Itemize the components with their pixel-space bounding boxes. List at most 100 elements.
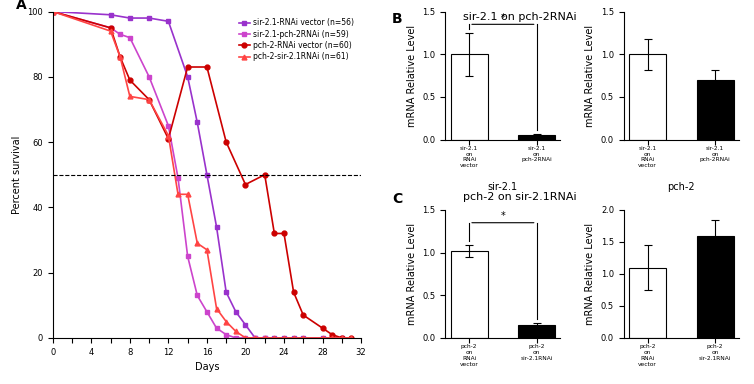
pch-2-sir-2.1RNAi (n=61) bbox=[222, 319, 231, 324]
X-axis label: Days: Days bbox=[195, 362, 219, 372]
pch-2-RNAi vector (n=60) bbox=[202, 65, 211, 69]
pch-2-sir-2.1RNAi (n=61) bbox=[260, 336, 269, 340]
pch-2-RNAi vector (n=60) bbox=[125, 78, 134, 83]
sir-2.1-RNAi vector (n=56) bbox=[145, 16, 154, 20]
Text: pch-2 on sir-2.1RNAi: pch-2 on sir-2.1RNAi bbox=[464, 192, 577, 202]
Y-axis label: mRNA Relative Level: mRNA Relative Level bbox=[585, 25, 596, 127]
Line: sir-2.1-RNAi vector (n=56): sir-2.1-RNAi vector (n=56) bbox=[51, 9, 345, 340]
sir-2.1-RNAi vector (n=56) bbox=[260, 336, 269, 340]
sir-2.1-pch-2RNAi (n=59) bbox=[183, 254, 192, 259]
sir-2.1-RNAi vector (n=56) bbox=[318, 336, 327, 340]
pch-2-sir-2.1RNAi (n=61) bbox=[106, 29, 115, 33]
Bar bbox=[629, 54, 666, 139]
Bar bbox=[451, 251, 488, 338]
pch-2-sir-2.1RNAi (n=61) bbox=[328, 336, 337, 340]
pch-2-sir-2.1RNAi (n=61) bbox=[48, 9, 57, 14]
Y-axis label: mRNA Relative Level: mRNA Relative Level bbox=[407, 25, 417, 127]
sir-2.1-RNAi vector (n=56) bbox=[241, 323, 250, 327]
pch-2-sir-2.1RNAi (n=61) bbox=[231, 329, 241, 334]
pch-2-RNAi vector (n=60) bbox=[164, 136, 173, 141]
sir-2.1-pch-2RNAi (n=59) bbox=[212, 326, 221, 330]
pch-2-sir-2.1RNAi (n=61) bbox=[299, 336, 308, 340]
Line: pch-2-RNAi vector (n=60): pch-2-RNAi vector (n=60) bbox=[51, 9, 354, 340]
pch-2-sir-2.1RNAi (n=61) bbox=[318, 336, 327, 340]
sir-2.1-RNAi vector (n=56) bbox=[164, 19, 173, 24]
Text: C: C bbox=[392, 192, 403, 206]
sir-2.1-pch-2RNAi (n=59) bbox=[202, 310, 211, 314]
pch-2-sir-2.1RNAi (n=61) bbox=[250, 336, 259, 340]
sir-2.1-pch-2RNAi (n=59) bbox=[260, 336, 269, 340]
sir-2.1-RNAi vector (n=56) bbox=[106, 12, 115, 17]
pch-2-sir-2.1RNAi (n=61) bbox=[145, 97, 154, 102]
Y-axis label: Percent survival: Percent survival bbox=[12, 136, 22, 214]
pch-2-sir-2.1RNAi (n=61) bbox=[125, 94, 134, 99]
Text: *: * bbox=[501, 212, 505, 222]
pch-2-RNAi vector (n=60) bbox=[328, 332, 337, 337]
pch-2-sir-2.1RNAi (n=61) bbox=[289, 336, 298, 340]
pch-2-sir-2.1RNAi (n=61) bbox=[347, 336, 356, 340]
sir-2.1-RNAi vector (n=56) bbox=[299, 336, 308, 340]
pch-2-sir-2.1RNAi (n=61) bbox=[270, 336, 279, 340]
sir-2.1-RNAi vector (n=56) bbox=[193, 120, 202, 125]
pch-2-RNAi vector (n=60) bbox=[289, 290, 298, 295]
pch-2-RNAi vector (n=60) bbox=[347, 336, 356, 340]
Legend: sir-2.1-RNAi vector (n=56), sir-2.1-pch-2RNAi (n=59), pch-2-RNAi vector (n=60), : sir-2.1-RNAi vector (n=56), sir-2.1-pch-… bbox=[235, 15, 357, 65]
sir-2.1-pch-2RNAi (n=59) bbox=[231, 336, 241, 340]
sir-2.1-pch-2RNAi (n=59) bbox=[241, 336, 250, 340]
pch-2-sir-2.1RNAi (n=61) bbox=[183, 192, 192, 197]
Bar bbox=[697, 235, 734, 338]
Bar bbox=[451, 54, 488, 139]
pch-2-sir-2.1RNAi (n=61) bbox=[212, 306, 221, 311]
pch-2-sir-2.1RNAi (n=61) bbox=[241, 336, 250, 340]
pch-2-RNAi vector (n=60) bbox=[337, 336, 346, 340]
Line: sir-2.1-pch-2RNAi (n=59): sir-2.1-pch-2RNAi (n=59) bbox=[51, 9, 267, 340]
sir-2.1-RNAi vector (n=56) bbox=[337, 336, 346, 340]
sir-2.1-RNAi vector (n=56) bbox=[48, 9, 57, 14]
pch-2-sir-2.1RNAi (n=61) bbox=[164, 133, 173, 138]
sir-2.1-pch-2RNAi (n=59) bbox=[145, 74, 154, 79]
Y-axis label: mRNA Relative Level: mRNA Relative Level bbox=[585, 223, 596, 325]
pch-2-RNAi vector (n=60) bbox=[299, 313, 308, 317]
Title: sir-2.1: sir-2.1 bbox=[488, 182, 518, 192]
sir-2.1-RNAi vector (n=56) bbox=[183, 74, 192, 79]
pch-2-RNAi vector (n=60) bbox=[222, 140, 231, 144]
sir-2.1-RNAi vector (n=56) bbox=[270, 336, 279, 340]
sir-2.1-pch-2RNAi (n=59) bbox=[106, 25, 115, 30]
pch-2-RNAi vector (n=60) bbox=[270, 231, 279, 236]
pch-2-RNAi vector (n=60) bbox=[241, 182, 250, 187]
sir-2.1-pch-2RNAi (n=59) bbox=[115, 32, 124, 37]
sir-2.1-pch-2RNAi (n=59) bbox=[193, 293, 202, 298]
pch-2-RNAi vector (n=60) bbox=[183, 65, 192, 69]
sir-2.1-pch-2RNAi (n=59) bbox=[250, 336, 259, 340]
sir-2.1-RNAi vector (n=56) bbox=[328, 336, 337, 340]
sir-2.1-RNAi vector (n=56) bbox=[280, 336, 289, 340]
pch-2-sir-2.1RNAi (n=61) bbox=[115, 55, 124, 60]
Text: sir-2.1 on pch-2RNAi: sir-2.1 on pch-2RNAi bbox=[464, 12, 577, 22]
pch-2-sir-2.1RNAi (n=61) bbox=[193, 241, 202, 246]
Bar bbox=[518, 325, 555, 338]
pch-2-RNAi vector (n=60) bbox=[280, 231, 289, 236]
pch-2-RNAi vector (n=60) bbox=[145, 97, 154, 102]
pch-2-RNAi vector (n=60) bbox=[48, 9, 57, 14]
Line: pch-2-sir-2.1RNAi (n=61): pch-2-sir-2.1RNAi (n=61) bbox=[51, 9, 354, 340]
pch-2-sir-2.1RNAi (n=61) bbox=[337, 336, 346, 340]
Bar bbox=[629, 268, 666, 338]
Y-axis label: mRNA Relative Level: mRNA Relative Level bbox=[407, 223, 417, 325]
sir-2.1-RNAi vector (n=56) bbox=[125, 16, 134, 20]
Title: pch-2: pch-2 bbox=[667, 182, 695, 192]
sir-2.1-pch-2RNAi (n=59) bbox=[48, 9, 57, 14]
sir-2.1-RNAi vector (n=56) bbox=[212, 225, 221, 229]
sir-2.1-pch-2RNAi (n=59) bbox=[222, 332, 231, 337]
Text: A: A bbox=[16, 0, 26, 12]
sir-2.1-pch-2RNAi (n=59) bbox=[173, 176, 182, 180]
sir-2.1-pch-2RNAi (n=59) bbox=[164, 124, 173, 128]
sir-2.1-RNAi vector (n=56) bbox=[289, 336, 298, 340]
pch-2-sir-2.1RNAi (n=61) bbox=[202, 248, 211, 252]
pch-2-RNAi vector (n=60) bbox=[260, 172, 269, 177]
pch-2-RNAi vector (n=60) bbox=[106, 25, 115, 30]
pch-2-sir-2.1RNAi (n=61) bbox=[173, 192, 182, 197]
sir-2.1-RNAi vector (n=56) bbox=[231, 310, 241, 314]
Text: *: * bbox=[501, 13, 505, 23]
sir-2.1-pch-2RNAi (n=59) bbox=[125, 35, 134, 40]
pch-2-RNAi vector (n=60) bbox=[318, 326, 327, 330]
